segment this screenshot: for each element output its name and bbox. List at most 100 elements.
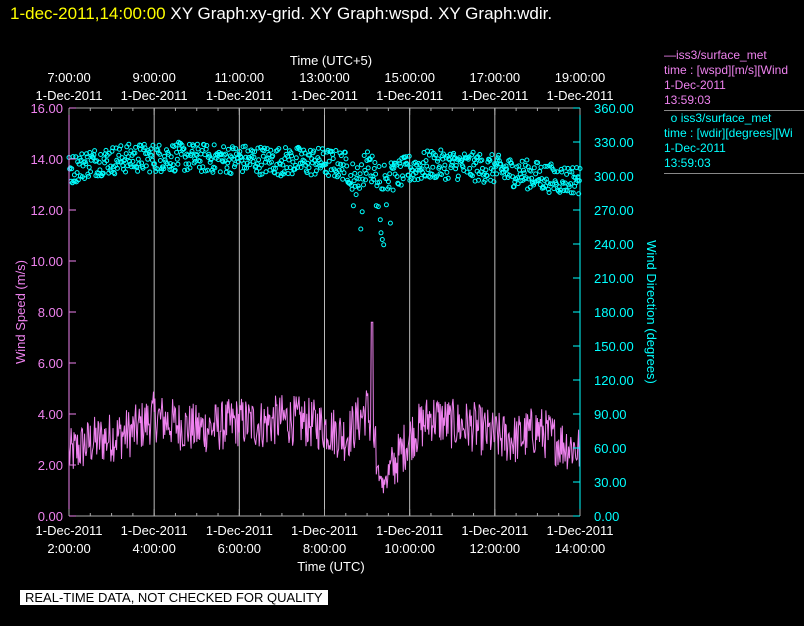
wind-direction-point xyxy=(115,159,121,165)
wind-direction-point xyxy=(335,161,341,167)
wind-direction-point xyxy=(353,192,359,198)
wind-direction-point xyxy=(256,157,262,163)
wind-direction-point xyxy=(261,148,267,154)
wind-direction-point xyxy=(168,161,173,167)
wind-direction-point xyxy=(129,164,134,170)
wind-direction-point xyxy=(504,166,510,172)
wind-direction-point xyxy=(268,147,274,153)
wind-direction-point xyxy=(157,151,163,157)
wind-direction-point xyxy=(374,183,380,189)
wind-direction-point xyxy=(509,163,515,169)
wind-direction-point xyxy=(158,169,164,175)
wind-direction-point xyxy=(263,169,269,175)
wind-direction-point xyxy=(558,187,563,193)
wind-direction-point xyxy=(425,167,431,173)
bottom-tick-time: 4:00:00 xyxy=(132,541,175,556)
wind-direction-point xyxy=(398,164,403,169)
legend-wdir-variable: time : [wdir][degrees][Wi xyxy=(664,126,793,140)
wind-direction-point xyxy=(318,165,323,171)
wind-direction-point xyxy=(487,158,493,163)
wind-direction-point xyxy=(330,156,336,162)
wind-direction-point xyxy=(181,146,187,152)
wind-direction-point xyxy=(149,153,155,158)
wind-direction-point xyxy=(221,144,227,150)
bottom-tick-time: 12:00:00 xyxy=(470,541,521,556)
right-tick-label: 30.00 xyxy=(594,475,627,490)
wind-direction-point xyxy=(412,177,418,183)
wind-direction-point xyxy=(560,180,566,186)
wind-direction-point xyxy=(484,173,490,179)
wind-direction-point xyxy=(576,178,582,184)
wind-direction-point xyxy=(338,161,344,167)
graph-header: 1-dec-2011,14:00:00 XY Graph:xy-grid. XY… xyxy=(10,4,552,24)
wind-direction-point xyxy=(564,171,570,177)
wind-direction-point xyxy=(559,169,565,175)
wind-direction-point xyxy=(551,186,557,192)
wind-direction-point xyxy=(519,158,525,164)
wind-direction-point xyxy=(197,158,203,164)
wind-direction-point xyxy=(363,170,369,176)
wind-direction-point xyxy=(387,171,393,177)
wind-direction-point xyxy=(262,145,268,151)
wind-direction-point xyxy=(398,182,404,188)
legend-divider xyxy=(664,110,804,111)
wind-direction-point xyxy=(341,170,347,176)
wind-direction-point xyxy=(128,148,134,154)
wind-direction-point xyxy=(449,162,455,168)
wind-direction-point xyxy=(92,148,98,154)
wind-direction-point xyxy=(445,175,451,181)
wind-direction-point xyxy=(230,146,236,152)
legend-divider-bottom xyxy=(664,173,804,174)
left-tick-label: 2.00 xyxy=(38,458,63,473)
wind-direction-point xyxy=(453,163,459,168)
wind-direction-point xyxy=(403,154,409,160)
legend-wspd-time: 13:59:03 xyxy=(664,93,711,107)
wind-direction-point xyxy=(352,170,358,176)
wind-direction-point xyxy=(533,171,539,177)
wind-direction-point xyxy=(350,203,356,209)
bottom-tick-date: 1-Dec-2011 xyxy=(36,523,103,538)
wind-direction-point xyxy=(84,154,90,160)
top-tick-time: 7:00:00 xyxy=(47,70,90,85)
wind-direction-point xyxy=(333,148,339,153)
top-tick-date: 1-Dec-2011 xyxy=(547,88,614,103)
wind-direction-point xyxy=(188,151,194,157)
wind-direction-point xyxy=(434,173,440,179)
chart-axes: 7:00:00 1-Dec-2011 9:00:00 1-Dec-2011 11:00:… xyxy=(30,70,633,556)
wind-direction-point xyxy=(508,160,514,166)
wind-direction-point xyxy=(224,165,230,171)
wind-direction-point xyxy=(186,141,192,147)
wind-direction-point xyxy=(524,157,530,163)
wind-direction-point xyxy=(195,146,201,152)
wind-direction-point xyxy=(295,165,301,170)
wind-direction-point xyxy=(186,161,192,167)
wind-direction-point xyxy=(359,162,364,168)
wind-direction-point xyxy=(209,156,214,162)
wind-direction-point xyxy=(396,158,402,164)
wind-direction-point xyxy=(140,165,146,171)
left-tick-label: 10.00 xyxy=(30,254,63,269)
wind-direction-point xyxy=(570,165,576,171)
wind-direction-point xyxy=(114,165,120,171)
top-tick-time: 13:00:00 xyxy=(299,70,350,85)
wind-direction-point xyxy=(470,149,476,155)
wind-direction-point xyxy=(281,169,287,175)
right-tick-label: 120.00 xyxy=(594,373,634,388)
wind-direction-point xyxy=(542,163,548,169)
wind-direction-point xyxy=(150,142,156,148)
wind-direction-point xyxy=(170,162,176,168)
wind-direction-point xyxy=(568,190,574,196)
wind-direction-point xyxy=(479,157,485,163)
wind-direction-point xyxy=(166,163,172,169)
wind-direction-point xyxy=(133,144,139,150)
wind-direction-point xyxy=(576,191,582,197)
wind-direction-point xyxy=(394,174,400,179)
wind-direction-point xyxy=(483,167,489,173)
top-axis-label: Time (UTC+5) xyxy=(290,53,372,68)
wind-direction-point xyxy=(386,184,392,190)
wind-direction-point xyxy=(365,149,370,155)
wind-direction-point xyxy=(538,164,544,170)
wind-direction-point xyxy=(284,165,290,171)
wind-direction-point xyxy=(268,159,274,165)
bottom-tick-date: 1-Dec-2011 xyxy=(291,523,358,538)
